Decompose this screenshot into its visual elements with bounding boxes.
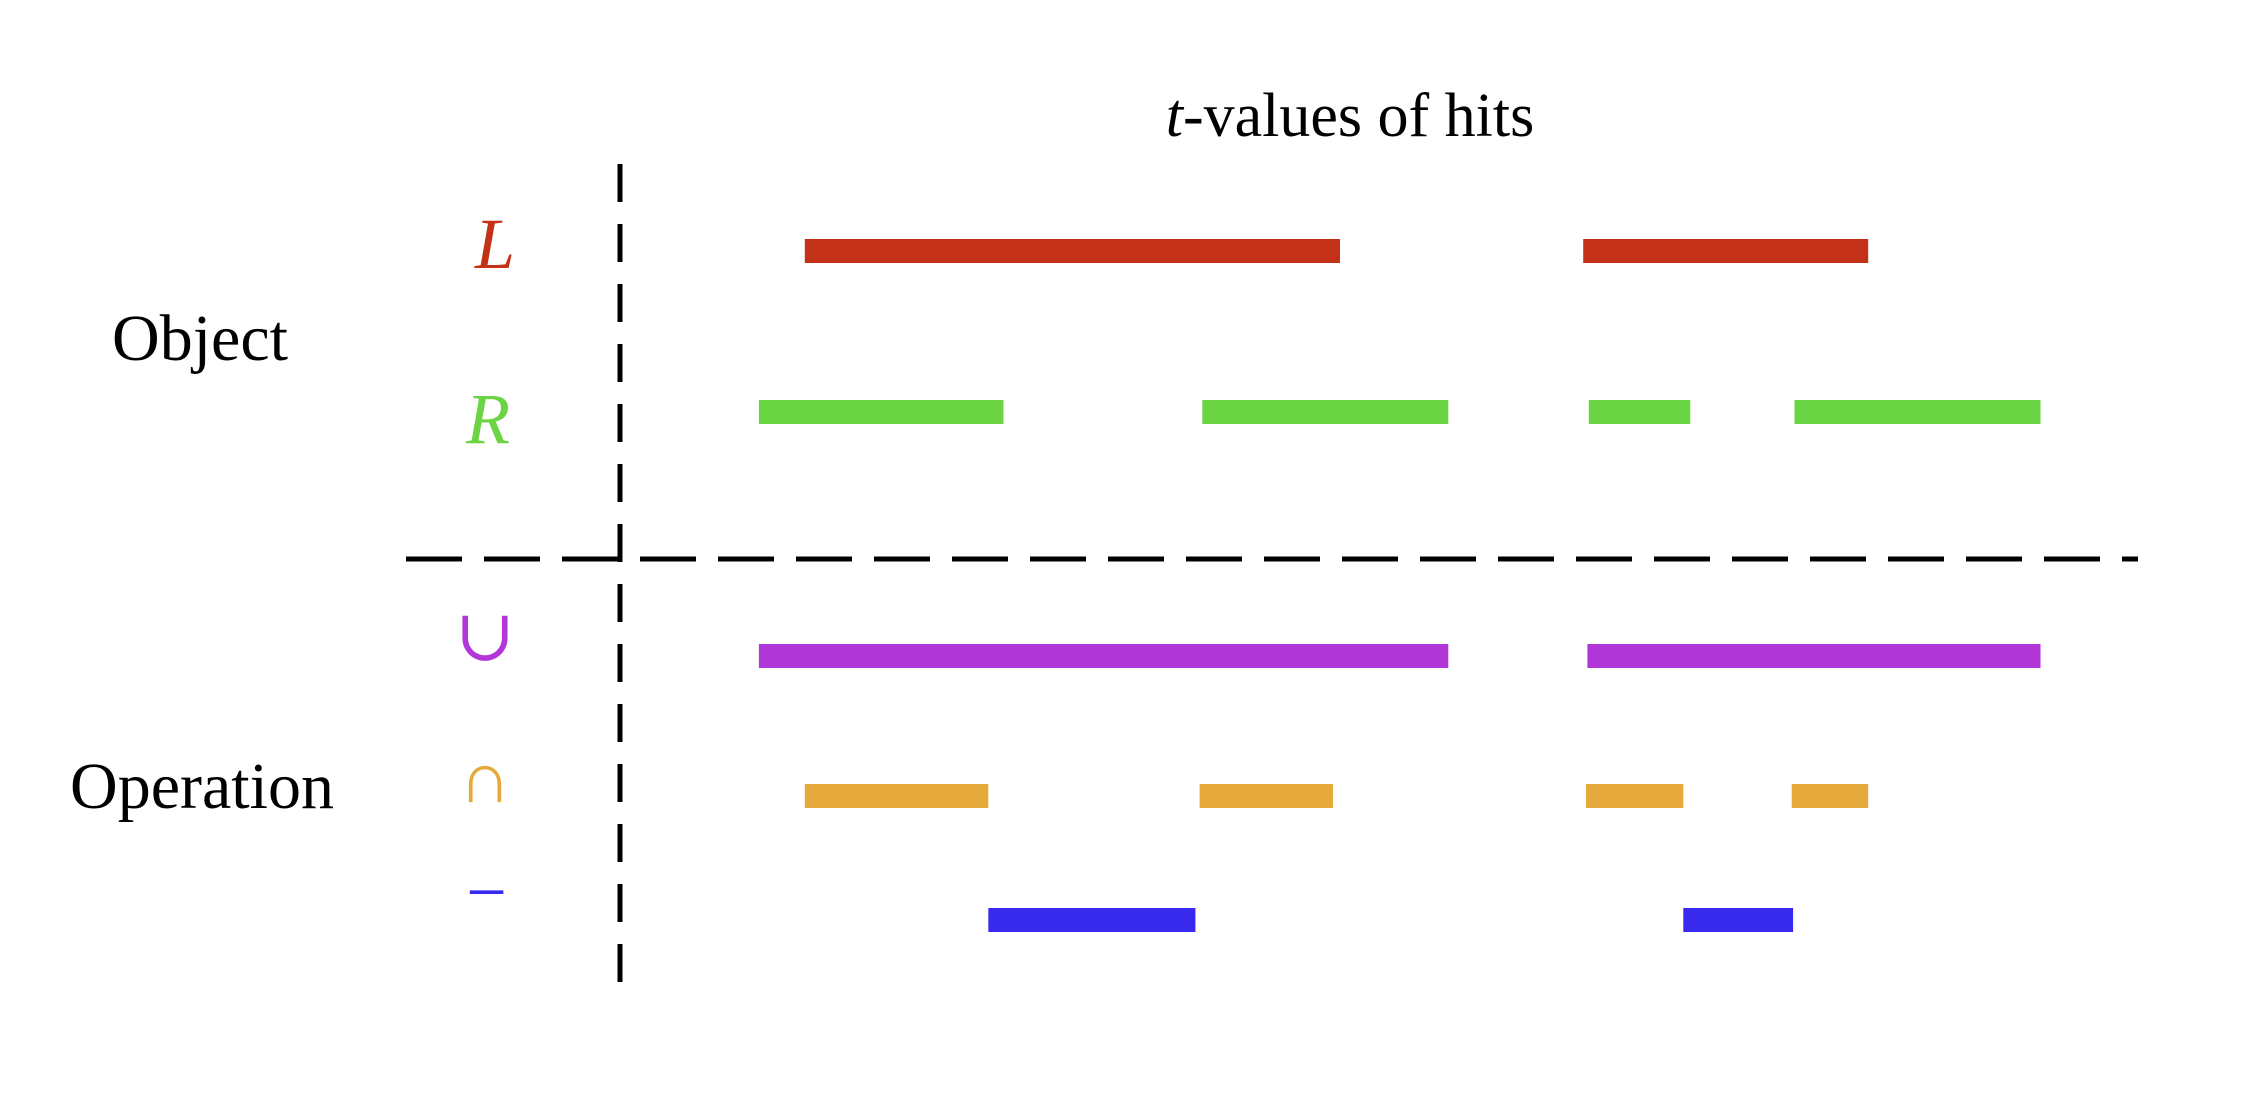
interval-bar-R-3 [1588, 400, 1691, 424]
interval-bar-R-1 [758, 400, 1004, 424]
interval-bar-union-1 [758, 644, 1449, 668]
group-label-operation: Operation [70, 750, 334, 823]
interval-bar-intersection-1 [804, 784, 989, 808]
diagram-title: t-values of hits [1166, 82, 1535, 150]
row-symbol-difference: − [462, 852, 511, 932]
interval-bar-L-1 [804, 239, 1340, 263]
interval-bar-L-2 [1583, 239, 1869, 263]
group-label-object: Object [112, 302, 288, 375]
interval-bar-R-4 [1794, 400, 2041, 424]
interval-bar-union-2 [1587, 644, 2041, 668]
row-symbol-R: R [465, 379, 510, 459]
interval-bar-intersection-3 [1586, 784, 1684, 808]
interval-bars [758, 239, 2041, 932]
row-symbol-L: L [474, 204, 515, 284]
interval-bar-intersection-2 [1199, 784, 1333, 808]
interval-bar-difference-2 [1683, 908, 1794, 932]
interval-bar-intersection-4 [1791, 784, 1869, 808]
title-variable: t [1166, 82, 1185, 150]
interval-bar-difference-1 [988, 908, 1196, 932]
title-text: -values of hits [1183, 82, 1534, 150]
interval-bar-R-2 [1202, 400, 1449, 424]
row-symbol-union: ∪ [455, 596, 515, 676]
row-symbol-intersection: ∩ [459, 738, 511, 818]
